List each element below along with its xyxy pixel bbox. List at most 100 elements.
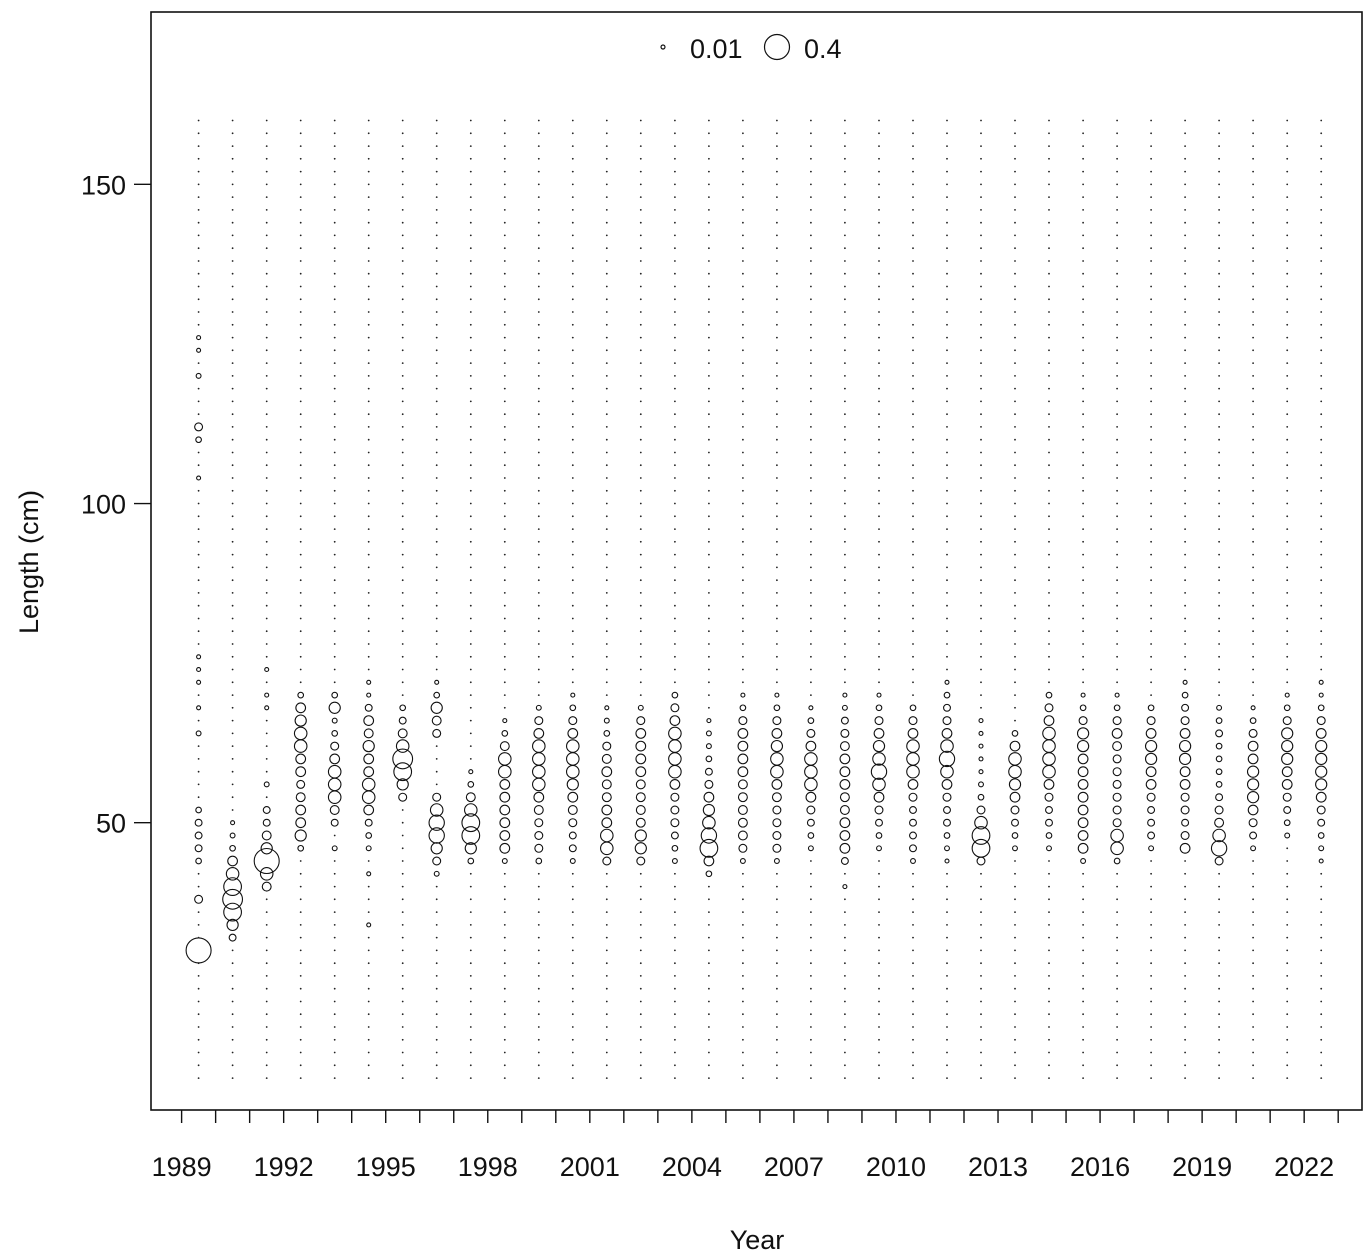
zero-point <box>231 451 234 454</box>
zero-point <box>674 1077 676 1079</box>
zero-point <box>537 515 540 518</box>
zero-point <box>367 1077 370 1079</box>
bubble <box>906 764 920 779</box>
zero-point <box>946 898 948 901</box>
zero-point <box>333 528 336 530</box>
zero-point <box>878 924 880 926</box>
zero-point <box>265 145 268 148</box>
bubble <box>839 779 851 790</box>
zero-point <box>1252 375 1254 377</box>
zero-point <box>776 272 778 275</box>
bubble <box>565 739 580 753</box>
zero-point <box>742 375 744 377</box>
zero-point <box>503 375 506 377</box>
zero-point <box>1184 413 1186 416</box>
zero-point <box>299 872 302 875</box>
bubble <box>497 752 512 766</box>
zero-point <box>333 349 336 352</box>
zero-point <box>1048 975 1050 977</box>
zero-point <box>742 298 744 301</box>
zero-point <box>333 451 336 454</box>
zero-point <box>708 375 710 377</box>
zero-point <box>708 183 710 186</box>
bubble <box>1042 752 1056 766</box>
zero-point <box>1116 1038 1118 1041</box>
zero-point <box>1014 362 1016 364</box>
zero-point <box>1252 209 1254 211</box>
zero-point <box>639 885 642 888</box>
zero-point <box>1320 643 1323 645</box>
zero-point <box>537 668 540 671</box>
zero-point <box>435 655 438 658</box>
zero-point <box>469 451 472 454</box>
zero-point <box>1320 885 1323 888</box>
zero-point <box>265 1013 268 1016</box>
zero-point <box>776 209 778 211</box>
zero-point <box>231 528 234 530</box>
zero-point <box>844 872 846 875</box>
x-tick-label: 2001 <box>560 1152 620 1182</box>
zero-point <box>265 1038 268 1041</box>
zero-point <box>1150 630 1152 633</box>
zero-point <box>435 451 438 454</box>
bubble <box>1045 691 1053 699</box>
zero-point <box>1116 477 1118 479</box>
zero-point <box>469 936 472 939</box>
bubble <box>1112 741 1123 752</box>
zero-point <box>367 1013 370 1016</box>
zero-point <box>980 962 982 965</box>
zero-point <box>776 579 778 582</box>
zero-point <box>844 911 846 913</box>
zero-point <box>1218 349 1220 352</box>
zero-point <box>1184 234 1186 237</box>
zero-point <box>1150 247 1152 250</box>
zero-point <box>401 898 404 901</box>
zero-point <box>810 681 812 684</box>
bubble <box>331 845 338 852</box>
bubble <box>670 805 680 815</box>
zero-point <box>333 834 336 837</box>
bubble <box>534 716 544 726</box>
zero-point <box>503 540 506 543</box>
zero-point <box>265 987 268 990</box>
zero-point <box>708 630 710 633</box>
zero-point <box>708 336 710 339</box>
zero-point <box>1184 336 1186 339</box>
bubble <box>737 817 748 828</box>
zero-point <box>231 553 234 556</box>
zero-point <box>1082 987 1084 990</box>
zero-point <box>367 196 370 199</box>
zero-point <box>980 272 982 275</box>
zero-point <box>1150 924 1152 926</box>
bubble <box>1110 828 1124 843</box>
bubble <box>772 818 782 828</box>
zero-point <box>571 323 574 326</box>
zero-point <box>1150 349 1152 352</box>
zero-point <box>469 477 472 479</box>
zero-point <box>1048 592 1050 594</box>
zero-point <box>469 962 472 965</box>
zero-point <box>299 617 302 620</box>
bubble <box>465 792 476 803</box>
bubble <box>601 753 612 764</box>
zero-point <box>1150 579 1152 582</box>
zero-point <box>639 464 642 467</box>
zero-point <box>1184 464 1186 467</box>
bubble <box>839 766 851 778</box>
bubble <box>461 826 481 845</box>
zero-point <box>674 1000 676 1003</box>
zero-point <box>333 668 336 671</box>
zero-point <box>1252 145 1254 148</box>
zero-point <box>605 1013 608 1016</box>
zero-point <box>605 975 608 977</box>
zero-point <box>1218 630 1220 633</box>
zero-point <box>197 387 200 390</box>
bubble <box>839 792 850 803</box>
zero-point <box>299 502 302 505</box>
zero-point <box>265 438 268 441</box>
zero-point <box>742 311 744 313</box>
zero-point <box>844 119 846 122</box>
zero-point <box>1286 949 1289 952</box>
bubble <box>502 718 508 724</box>
zero-point <box>1320 311 1323 313</box>
